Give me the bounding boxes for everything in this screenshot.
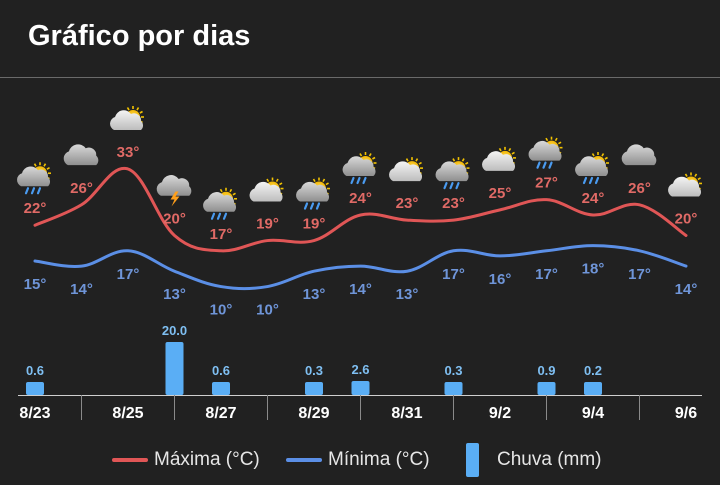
legend-min-label: Mínima (°C) bbox=[328, 449, 430, 470]
max-temp-label: 23° bbox=[442, 195, 465, 212]
max-temp-label: 33° bbox=[117, 144, 140, 161]
rain-bar bbox=[537, 382, 556, 395]
rain-bars: 0.6 20.0 0.6 0.3 2.6 0.3 0.9 0.2 bbox=[26, 323, 602, 395]
min-temp-label: 10° bbox=[256, 302, 279, 319]
min-temp-label: 17° bbox=[628, 266, 651, 283]
x-axis: 8/23 8/25 8/27 8/29 8/31 9/2 9/4 9/6 bbox=[18, 395, 702, 422]
rain-label: 20.0 bbox=[162, 323, 187, 338]
min-temp-label: 17° bbox=[117, 266, 140, 283]
weather-icons bbox=[17, 106, 702, 220]
page-title: Gráfico por dias bbox=[28, 20, 251, 52]
legend-max-label: Máxima (°C) bbox=[154, 449, 260, 470]
sun-cloud-icon bbox=[389, 157, 423, 182]
max-temp-label: 27° bbox=[535, 175, 558, 192]
legend-rain-label: Chuva (mm) bbox=[497, 449, 602, 470]
min-temp-label: 17° bbox=[442, 266, 465, 283]
cloud-icon bbox=[63, 144, 99, 166]
sun-cloud-icon bbox=[668, 172, 702, 197]
min-temp-label: 13° bbox=[303, 286, 326, 303]
sun-cloud-icon bbox=[110, 106, 144, 130]
max-temp-labels: 22° 26° 33° 20° 17° 19° 19° 24° 23° 23° 25° 27° 24° 2… bbox=[24, 144, 698, 243]
max-temp-label: 19° bbox=[303, 216, 326, 233]
max-temp-label: 17° bbox=[210, 226, 233, 243]
sun-cloud-rain-icon bbox=[17, 162, 51, 195]
max-temp-label: 24° bbox=[349, 190, 372, 207]
legend-item-rain: Chuva (mm) bbox=[466, 442, 602, 478]
rain-label: 0.3 bbox=[305, 363, 323, 378]
sun-cloud-rain-icon bbox=[203, 187, 237, 220]
max-temp-label: 22° bbox=[24, 200, 47, 217]
legend-rain-swatch bbox=[466, 443, 479, 477]
x-tick-label: 8/29 bbox=[298, 405, 329, 422]
sun-cloud-rain-icon bbox=[528, 136, 563, 169]
max-temp-label: 23° bbox=[396, 195, 419, 212]
daily-forecast-chart: 22° 26° 33° 20° 17° 19° 19° 24° 23° 23° 25° 27° 24° 2… bbox=[17, 106, 702, 422]
x-tick-label: 8/23 bbox=[19, 405, 50, 422]
rain-label: 0.6 bbox=[212, 363, 230, 378]
min-temp-label: 15° bbox=[24, 276, 47, 293]
min-temp-label: 14° bbox=[70, 281, 93, 298]
header-divider bbox=[0, 77, 720, 78]
rain-bar bbox=[305, 382, 323, 395]
min-temp-labels: 15° 14° 17° 13° 10° 10° 13° 14° 13° 17° 16° 17° 18° 1… bbox=[24, 261, 698, 319]
min-temp-label: 16° bbox=[489, 271, 512, 288]
rain-label: 2.6 bbox=[351, 362, 369, 377]
max-temp-label: 20° bbox=[675, 210, 698, 227]
x-tick-label: 9/2 bbox=[489, 405, 511, 422]
rain-label: 0.3 bbox=[444, 363, 462, 378]
min-temp-label: 14° bbox=[349, 281, 372, 298]
max-temp-label: 19° bbox=[256, 216, 279, 233]
max-temp-label: 26° bbox=[628, 180, 651, 197]
x-tick-label: 9/6 bbox=[675, 405, 697, 422]
sun-cloud-rain-icon bbox=[342, 152, 377, 185]
min-temp-label: 17° bbox=[535, 266, 558, 283]
max-temp-label: 24° bbox=[582, 190, 605, 207]
sun-cloud-rain-icon bbox=[575, 152, 609, 185]
cloud-icon bbox=[621, 144, 657, 166]
rain-bar bbox=[212, 382, 230, 395]
max-temp-label: 26° bbox=[70, 180, 93, 197]
x-tick-label: 9/4 bbox=[582, 405, 604, 422]
x-tick-label: 8/27 bbox=[205, 405, 236, 422]
rain-label: 0.9 bbox=[537, 363, 555, 378]
max-temp-series-line bbox=[33, 166, 688, 253]
rain-bar bbox=[351, 381, 370, 395]
sun-cloud-icon bbox=[249, 177, 284, 202]
rain-label: 0.6 bbox=[26, 363, 44, 378]
min-temp-label: 13° bbox=[396, 286, 419, 303]
max-temp-label: 25° bbox=[489, 185, 512, 202]
cloud-lightning-icon bbox=[156, 175, 192, 207]
rain-bar bbox=[584, 382, 602, 395]
rain-bar bbox=[444, 382, 463, 395]
min-temp-label: 10° bbox=[210, 302, 233, 319]
min-temp-label: 13° bbox=[163, 286, 186, 303]
min-temp-label: 18° bbox=[582, 261, 605, 278]
sun-cloud-rain-icon bbox=[435, 157, 470, 190]
max-temp-line bbox=[33, 166, 688, 253]
legend-min-swatch bbox=[286, 458, 322, 462]
max-temp-label: 20° bbox=[163, 210, 186, 227]
rain-label: 0.2 bbox=[584, 363, 602, 378]
rain-bar bbox=[165, 342, 184, 395]
x-tick-label: 8/25 bbox=[112, 405, 143, 422]
x-tick-label: 8/31 bbox=[391, 405, 422, 422]
min-temp-line bbox=[33, 244, 688, 291]
min-temp-series-line bbox=[33, 244, 688, 291]
legend-item-max: Máxima (°C) bbox=[112, 442, 260, 478]
legend-item-min: Mínima (°C) bbox=[286, 442, 430, 478]
sun-cloud-icon bbox=[482, 146, 516, 171]
rain-bar bbox=[26, 382, 44, 395]
legend-max-swatch bbox=[112, 458, 148, 462]
min-temp-label: 14° bbox=[675, 281, 698, 298]
chart-legend: Máxima (°C) Mínima (°C) Chuva (mm) bbox=[0, 442, 720, 478]
sun-cloud-rain-icon bbox=[296, 177, 330, 210]
